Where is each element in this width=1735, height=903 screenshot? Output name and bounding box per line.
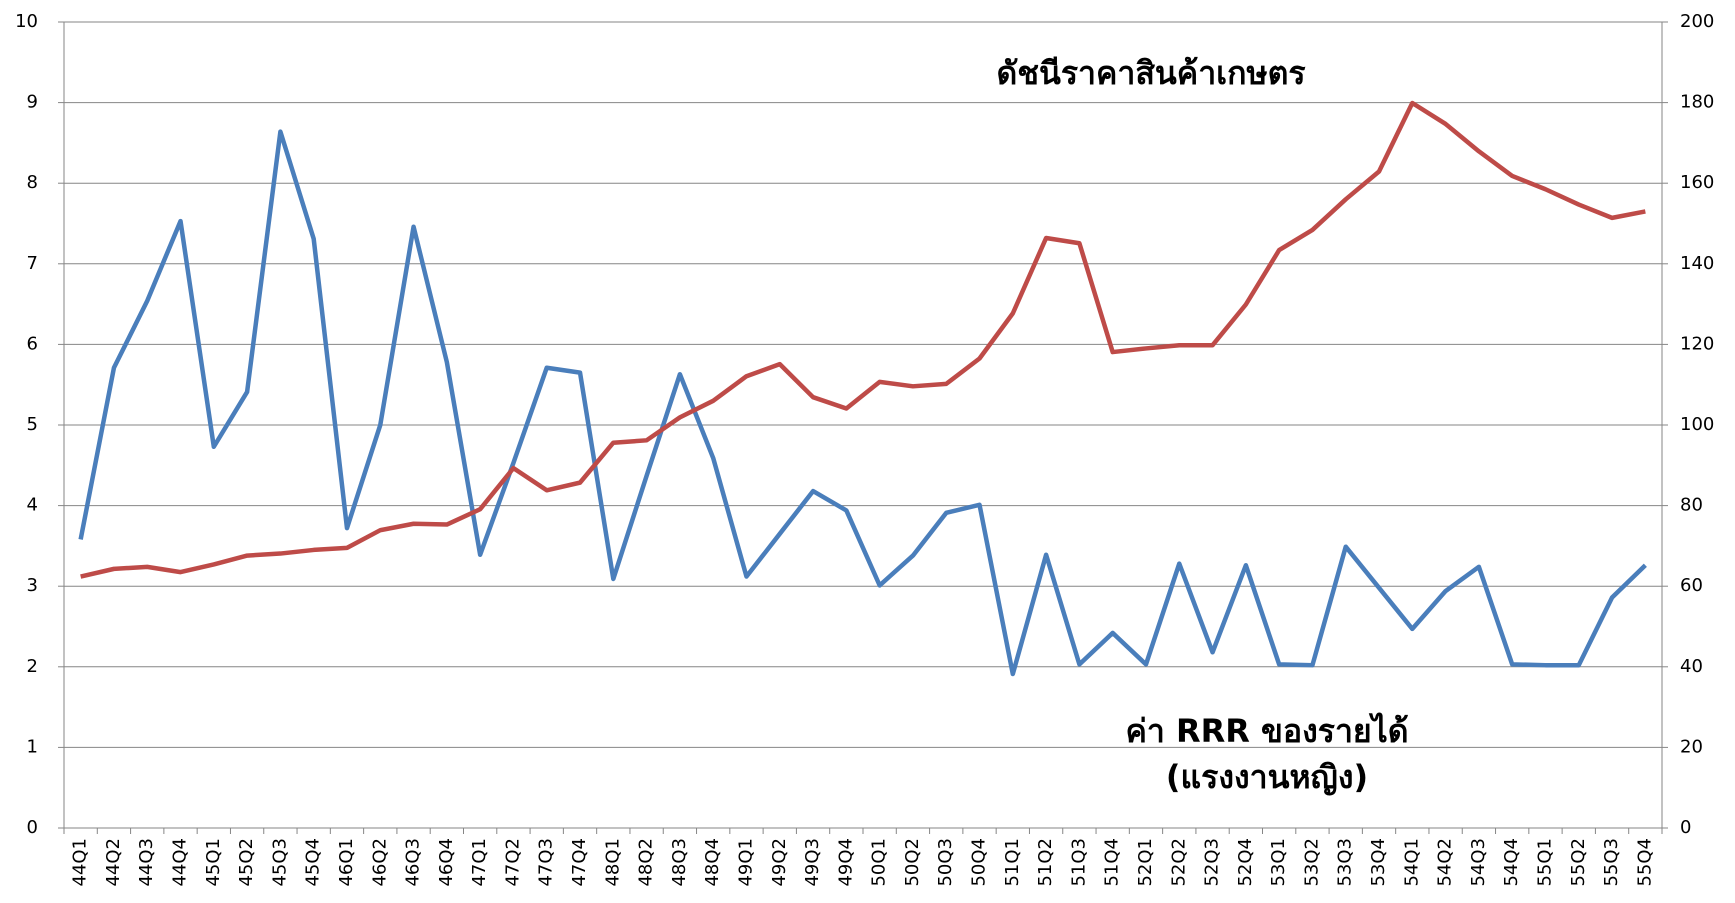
x-tick-label: 48Q4 — [702, 838, 723, 887]
x-tick-label: 51Q3 — [1068, 838, 1089, 887]
y-tick-label: 6 — [27, 333, 38, 354]
y-tick-label: 7 — [27, 253, 38, 274]
x-tick-label: 54Q1 — [1401, 838, 1422, 887]
annotation: (แรงงานหญิง) — [1166, 758, 1368, 796]
x-tick-label: 52Q4 — [1235, 838, 1256, 887]
x-tick-label: 49Q3 — [802, 838, 823, 887]
x-tick-label: 45Q4 — [303, 838, 324, 887]
x-tick-label: 50Q1 — [869, 838, 890, 887]
x-tick-label: 55Q4 — [1634, 838, 1655, 887]
y-tick-label: 5 — [27, 414, 38, 435]
x-tick-label: 50Q3 — [935, 838, 956, 887]
x-tick-label: 55Q3 — [1601, 838, 1622, 887]
y-tick-label: 8 — [27, 172, 38, 193]
y2-tick-label: 200 — [1680, 11, 1714, 32]
x-tick-label: 48Q1 — [602, 838, 623, 887]
y2-tick-label: 120 — [1680, 333, 1714, 354]
x-tick-label: 46Q3 — [403, 838, 424, 887]
y-tick-label: 2 — [27, 656, 38, 677]
y-tick-label: 1 — [27, 736, 38, 757]
x-tick-label: 54Q3 — [1468, 838, 1489, 887]
x-tick-label: 53Q3 — [1335, 838, 1356, 887]
x-tick-label: 51Q1 — [1002, 838, 1023, 887]
x-tick-label: 47Q4 — [569, 838, 590, 887]
y2-tick-label: 20 — [1680, 736, 1703, 757]
y2-tick-label: 140 — [1680, 253, 1714, 274]
x-tick-label: 55Q1 — [1534, 838, 1555, 887]
x-tick-label: 54Q4 — [1501, 838, 1522, 887]
x-tick-label: 53Q2 — [1301, 838, 1322, 887]
x-tick-label: 44Q4 — [170, 838, 191, 887]
x-tick-label: 46Q1 — [336, 838, 357, 887]
x-tick-label: 51Q2 — [1035, 838, 1056, 887]
x-tick-label: 48Q3 — [669, 838, 690, 887]
y2-tick-label: 160 — [1680, 172, 1714, 193]
x-tick-label: 46Q2 — [369, 838, 390, 887]
x-tick-label: 52Q2 — [1168, 838, 1189, 887]
y2-tick-label: 0 — [1680, 817, 1691, 838]
x-tick-label: 44Q3 — [136, 838, 157, 887]
data-line — [80, 100, 1646, 579]
y2-tick-label: 40 — [1680, 656, 1703, 677]
x-tick-label: 45Q2 — [236, 838, 257, 887]
x-tick-label: 44Q1 — [70, 838, 91, 887]
x-tick-label: 49Q1 — [735, 838, 756, 887]
x-tick-label: 55Q2 — [1568, 838, 1589, 887]
annotation: ค่า RRR ของรายได้ — [1125, 712, 1408, 750]
x-tick-label: 52Q1 — [1135, 838, 1156, 887]
y2-tick-label: 180 — [1680, 92, 1714, 113]
x-tick-label: 53Q4 — [1368, 838, 1389, 887]
x-tick-label: 45Q3 — [269, 838, 290, 887]
x-tick-label: 49Q2 — [769, 838, 790, 887]
y-tick-label: 10 — [15, 11, 38, 32]
x-tick-label: 51Q4 — [1102, 838, 1123, 887]
y2-tick-label: 80 — [1680, 495, 1703, 516]
x-tick-label: 47Q2 — [502, 838, 523, 887]
y2-tick-label: 100 — [1680, 414, 1714, 435]
annotation: ดัชนีราคาสินค้าเกษตร — [996, 54, 1305, 92]
x-tick-label: 47Q1 — [469, 838, 490, 887]
x-tick-label: 45Q1 — [203, 838, 224, 887]
y-tick-label: 4 — [27, 495, 38, 516]
x-tick-label: 47Q3 — [536, 838, 557, 887]
y-tick-label: 0 — [27, 817, 38, 838]
x-tick-label: 54Q2 — [1435, 838, 1456, 887]
x-tick-label: 49Q4 — [835, 838, 856, 887]
y-tick-label: 3 — [27, 575, 38, 596]
x-tick-label: 46Q4 — [436, 838, 457, 887]
x-tick-label: 52Q3 — [1202, 838, 1223, 887]
x-tick-label: 44Q2 — [103, 838, 124, 887]
x-tick-label: 48Q2 — [636, 838, 657, 887]
y-tick-label: 9 — [27, 92, 38, 113]
x-tick-label: 53Q1 — [1268, 838, 1289, 887]
data-line — [78, 129, 1647, 677]
x-tick-label: 50Q4 — [969, 838, 990, 887]
x-tick-label: 50Q2 — [902, 838, 923, 887]
y2-tick-label: 60 — [1680, 575, 1703, 596]
